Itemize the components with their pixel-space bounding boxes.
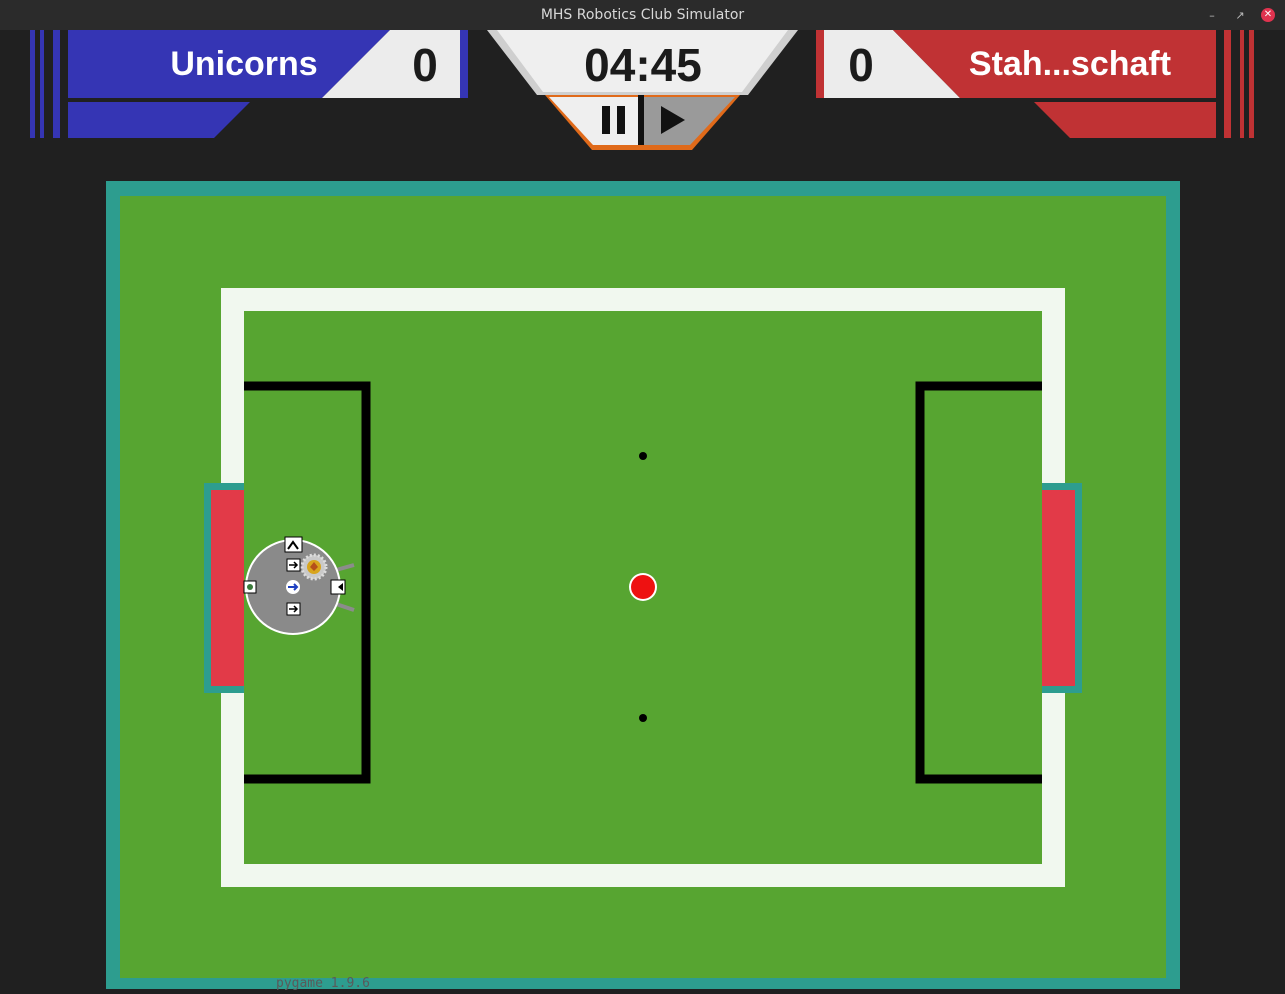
ball[interactable] xyxy=(631,575,655,599)
footer-text: pygame 1.9.6 xyxy=(276,976,370,991)
top-boundary-line xyxy=(221,288,1065,311)
minimize-button[interactable]: – xyxy=(1209,8,1215,22)
arrow-right-icon xyxy=(288,583,299,591)
dot-icon xyxy=(247,584,253,590)
home-score-edge xyxy=(460,30,468,98)
home-team-name: Unicorns xyxy=(170,45,317,83)
window-controls: – ↗ ✕ xyxy=(1205,0,1275,30)
home-score: 0 xyxy=(412,39,438,91)
away-score: 0 xyxy=(848,39,874,91)
away-team-name: Stah...schaft xyxy=(969,45,1171,83)
home-lower-banner xyxy=(68,102,250,138)
timer-box xyxy=(497,30,788,92)
chevron-up-icon xyxy=(287,540,299,550)
home-goal xyxy=(204,483,244,693)
away-score-box xyxy=(824,30,960,98)
unicorn-logo-mark xyxy=(310,562,318,571)
neutral-spot-top xyxy=(639,452,647,460)
home-penalty-area xyxy=(244,381,371,784)
scoreboard: Unicorns 0 04:45 xyxy=(30,30,1254,150)
away-goal-area xyxy=(1042,490,1075,686)
game-canvas[interactable]: Unicorns 0 04:45 xyxy=(0,30,1285,994)
away-name-banner xyxy=(893,30,1216,98)
game-scene: Unicorns 0 04:45 xyxy=(30,30,1254,989)
home-name-banner xyxy=(68,30,390,98)
close-button[interactable]: ✕ xyxy=(1261,8,1275,22)
home-team-panel: Unicorns 0 xyxy=(30,30,468,138)
soccer-field xyxy=(106,181,1180,989)
away-stripe xyxy=(1249,30,1254,138)
home-score-box xyxy=(322,30,460,98)
pause-button[interactable] xyxy=(549,97,641,145)
timer-panel: 04:45 xyxy=(487,30,798,150)
away-penalty-area xyxy=(915,381,1042,784)
arrow-left-icon xyxy=(338,583,343,591)
home-stripe xyxy=(40,30,44,138)
timer-divider xyxy=(638,95,644,145)
home-stripe xyxy=(30,30,35,138)
play-icon xyxy=(661,106,685,134)
window-title: MHS Robotics Club Simulator xyxy=(540,7,745,23)
restore-button[interactable]: ↗ xyxy=(1235,8,1245,22)
robot-kicker-arm xyxy=(335,563,355,612)
pause-icon xyxy=(602,106,610,134)
match-timer: 04:45 xyxy=(584,39,702,91)
away-goal xyxy=(1042,483,1082,693)
play-button[interactable] xyxy=(644,97,735,145)
home-stripe xyxy=(53,30,60,138)
bottom-boundary-line xyxy=(221,864,1065,887)
away-stripe xyxy=(1240,30,1244,138)
robot[interactable] xyxy=(243,536,355,635)
window-titlebar: MHS Robotics Club Simulator – ↗ ✕ xyxy=(0,0,1285,30)
neutral-spot-bottom xyxy=(639,714,647,722)
away-score-edge xyxy=(816,30,824,98)
home-goal-area xyxy=(211,490,244,686)
away-lower-banner xyxy=(1034,102,1216,138)
arrow-right-icon xyxy=(289,605,299,613)
away-team-panel: 0 Stah...schaft xyxy=(816,30,1254,138)
arrow-right-icon xyxy=(289,561,299,569)
away-stripe xyxy=(1224,30,1231,138)
robot-sensor-top xyxy=(284,536,303,553)
pause-icon-bar xyxy=(617,106,625,134)
